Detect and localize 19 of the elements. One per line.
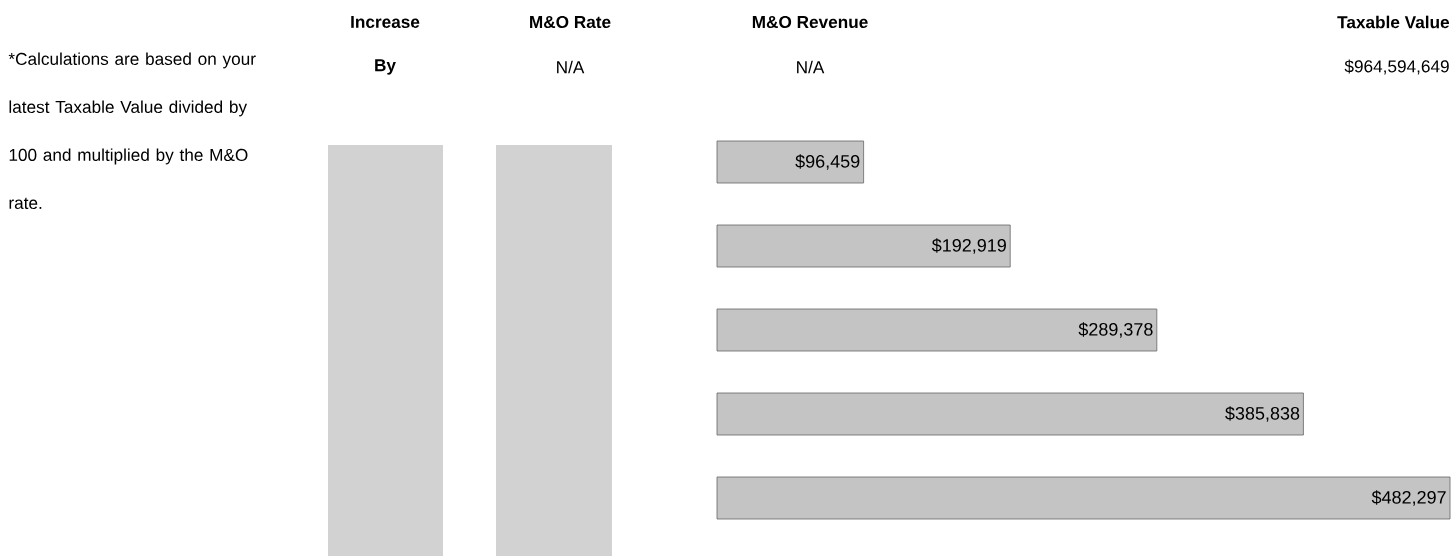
bar [716, 476, 1451, 520]
text: $964,594,649 [1344, 59, 1449, 75]
data-label: $96,459 [795, 154, 860, 170]
data-label: $289,378 [1078, 322, 1153, 338]
text: Taxable Value [1337, 15, 1450, 29]
text: Increase [351, 16, 420, 28]
bar [716, 140, 865, 184]
bar [716, 224, 1011, 268]
bar [716, 308, 1158, 352]
text: N/A [557, 60, 585, 74]
text: By [375, 59, 396, 75]
data-label: $385,838 [1225, 406, 1300, 422]
data-label: $192,919 [931, 238, 1006, 254]
bar [716, 392, 1304, 436]
text: N/A [797, 60, 825, 74]
data-label: $482,297 [1371, 490, 1446, 506]
text: M&O Revenue [752, 15, 868, 29]
text: M&O Rate [530, 15, 611, 29]
text: *Calculations are based on your latest Taxable Value divided by 100 and multiplied by the M&O rate. [8, 52, 256, 210]
